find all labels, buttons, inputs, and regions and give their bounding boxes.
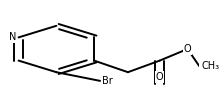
Text: Br: Br xyxy=(102,76,113,86)
Text: CH₃: CH₃ xyxy=(202,61,220,71)
Text: N: N xyxy=(9,32,16,42)
Text: O: O xyxy=(184,44,191,54)
Text: O: O xyxy=(156,72,163,82)
